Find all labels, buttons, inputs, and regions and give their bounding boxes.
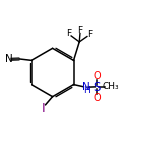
Text: F: F bbox=[77, 26, 83, 35]
Text: N: N bbox=[5, 54, 13, 64]
Text: F: F bbox=[87, 30, 92, 39]
Text: N: N bbox=[83, 82, 90, 92]
Text: S: S bbox=[93, 80, 101, 94]
Text: I: I bbox=[41, 102, 45, 115]
Text: O: O bbox=[93, 93, 101, 103]
Text: O: O bbox=[93, 71, 101, 81]
Text: CH₃: CH₃ bbox=[103, 82, 119, 91]
Text: H: H bbox=[83, 86, 90, 95]
Text: F: F bbox=[66, 29, 71, 38]
